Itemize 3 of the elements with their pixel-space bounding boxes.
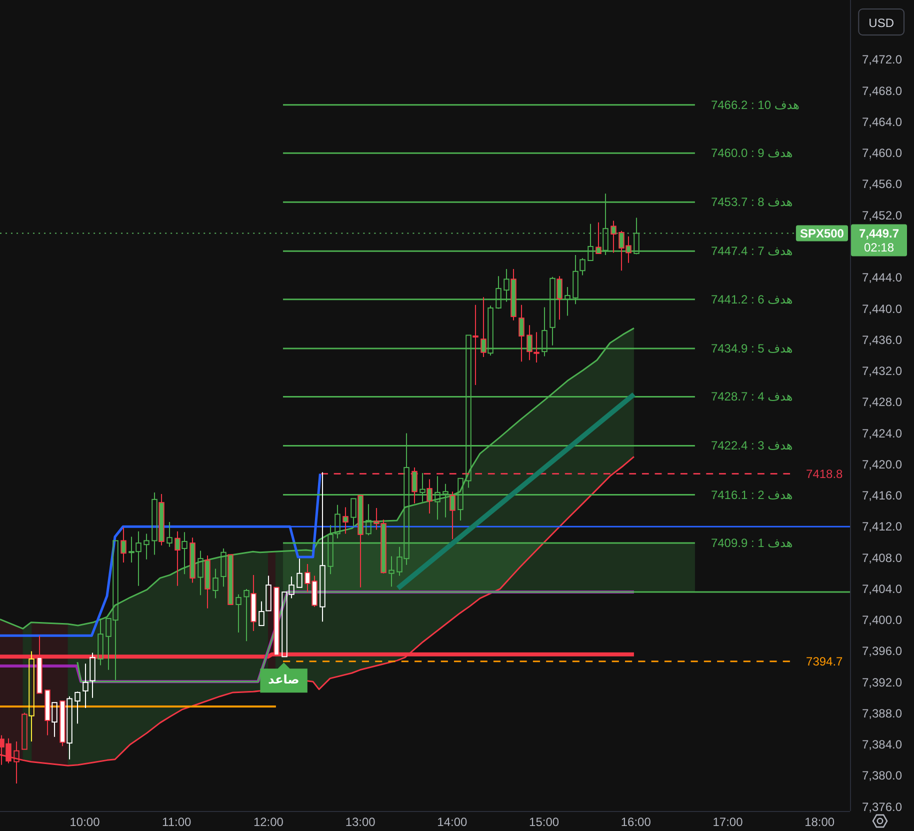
y-axis-title: USD bbox=[868, 16, 894, 30]
ref-line-label: SPX500 bbox=[800, 226, 844, 240]
annotation: صاعد bbox=[268, 672, 300, 687]
